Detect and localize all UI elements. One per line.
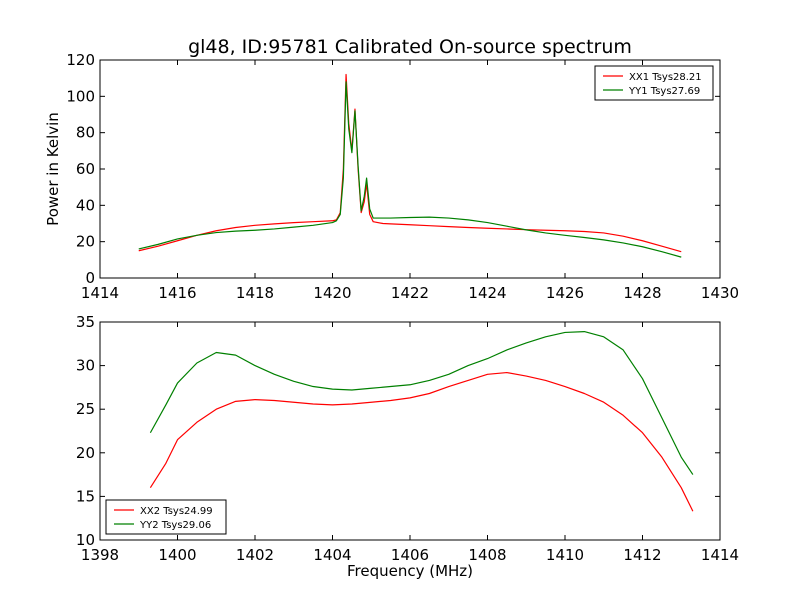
- y-tick-label: 35: [76, 313, 95, 331]
- x-tick-label: 1418: [236, 284, 274, 302]
- legend-label-2: YY2 Tsys29.06: [139, 520, 211, 531]
- x-tick-label: 1424: [468, 284, 506, 302]
- x-tick-label: 1412: [623, 546, 661, 564]
- x-tick-label: 1410: [546, 546, 584, 564]
- x-tick-label: 1402: [236, 546, 274, 564]
- y-tick-label: 20: [76, 233, 95, 251]
- y-tick-label: 0: [85, 269, 95, 287]
- series-line-1: [149, 371, 694, 512]
- x-tick-label: 1416: [158, 284, 196, 302]
- x-tick-label: 1406: [391, 546, 429, 564]
- x-tick-label: 1414: [701, 546, 739, 564]
- x-tick-label: 1430: [701, 284, 739, 302]
- x-axis-label: Frequency (MHz): [347, 562, 473, 580]
- legend-box: [105, 499, 227, 535]
- y-tick-label: 80: [76, 124, 95, 142]
- x-tick-label: 1408: [468, 546, 506, 564]
- y-axis-label: Power in Kelvin: [44, 112, 62, 226]
- y-tick-label: 60: [76, 160, 95, 178]
- x-tick-label: 1404: [313, 546, 351, 564]
- legend-box: [594, 65, 714, 101]
- top-panel: 1414 1416 1418 1420 1422 1424 1426 1428 1430 0 20 4…: [44, 51, 739, 302]
- legend-label-1: XX2 Tsys24.99: [140, 506, 213, 517]
- y-tick-label: 120: [66, 51, 95, 69]
- y-tick-label: 15: [76, 487, 95, 505]
- x-tick-label: 1422: [391, 284, 429, 302]
- y-tick-label: 20: [76, 444, 95, 462]
- legend: XX2 Tsys24.99 YY2 Tsys29.06: [105, 499, 227, 535]
- chart-title: gl48, ID:95781 Calibrated On-source spec…: [188, 36, 632, 58]
- series-line-2: [138, 81, 682, 258]
- x-tick-label: 1398: [81, 546, 119, 564]
- y-tick-label: 100: [66, 87, 95, 105]
- x-tick-label: 1428: [623, 284, 661, 302]
- legend: XX1 Tsys28.21 YY1 Tsys27.69: [594, 65, 714, 101]
- y-tick-label: 30: [76, 357, 95, 375]
- x-tick-label: 1420: [313, 284, 351, 302]
- x-tick-label: 1426: [546, 284, 584, 302]
- series-line-1: [138, 73, 682, 253]
- series-line-2: [149, 330, 694, 475]
- bottom-panel: 1398 1400 1402 1404 1406 1408 1410 1412 1414 10 15…: [76, 313, 739, 580]
- legend-label-1: XX1 Tsys28.21: [629, 72, 702, 83]
- y-tick-label: 25: [76, 400, 95, 418]
- y-tick-label: 40: [76, 196, 95, 214]
- x-tick-label: 1414: [81, 284, 119, 302]
- y-tick-label: 10: [76, 531, 95, 549]
- legend-label-2: YY1 Tsys27.69: [628, 86, 700, 97]
- x-tick-label: 1400: [158, 546, 196, 564]
